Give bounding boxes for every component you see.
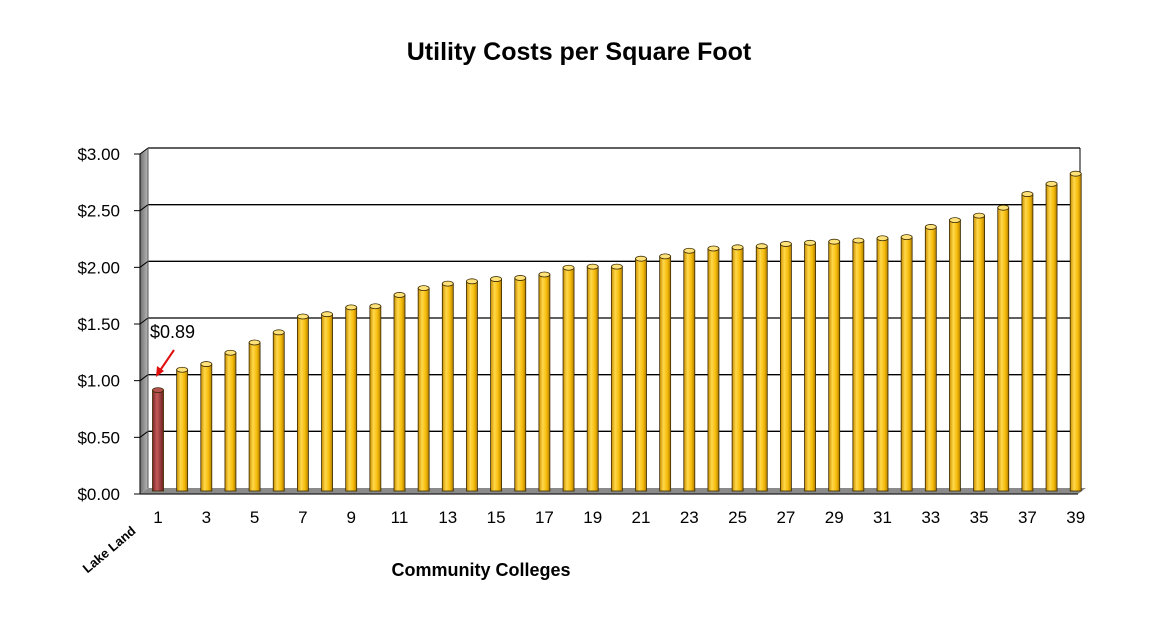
bar — [1045, 180, 1058, 492]
bar — [369, 303, 382, 492]
bar — [804, 239, 816, 492]
gridline-wall — [139, 430, 149, 438]
x-tick-label: 27 — [776, 508, 795, 527]
x-tick-label: 39 — [1066, 508, 1085, 527]
lake-land-label: Lake Land — [80, 523, 139, 576]
x-tick-label: 1 — [153, 508, 162, 527]
gridline-wall — [139, 260, 149, 268]
y-tick-label: $2.00 — [77, 258, 120, 277]
y-tick-label: $0.00 — [77, 485, 120, 504]
bars — [152, 170, 1082, 492]
bar — [900, 234, 913, 492]
x-tick-label: 7 — [298, 508, 307, 527]
x-tick-label: 31 — [873, 508, 892, 527]
y-axis-ticks: $0.00 $0.50 $1.00 $1.50 $2.00 $2.50 $3.00 — [77, 145, 120, 504]
x-axis-label: Community Colleges — [391, 560, 570, 580]
x-tick-label: 33 — [921, 508, 940, 527]
bar — [707, 245, 720, 492]
highlight-annotation: $0.89 — [150, 322, 195, 342]
gridline-wall — [139, 204, 149, 212]
bar — [659, 253, 672, 492]
gridline-wall — [139, 147, 149, 155]
annotation-arrow-icon — [156, 349, 175, 377]
x-axis-ticks: 1 3 5 7 9 11 13 15 17 19 21 23 25 27 29 31 33 35 37 39 — [153, 508, 1085, 527]
x-tick-label: 17 — [535, 508, 554, 527]
bar — [683, 247, 696, 492]
bar — [514, 275, 527, 492]
x-tick-label: 37 — [1018, 508, 1037, 527]
x-tick-label: 11 — [391, 508, 409, 527]
bar — [755, 243, 768, 492]
bar — [176, 366, 189, 492]
x-tick-label: 15 — [487, 508, 506, 527]
y-tick-label: $3.00 — [77, 145, 120, 164]
bar — [610, 263, 623, 492]
x-tick-label: 35 — [970, 508, 989, 527]
x-tick-label: 13 — [438, 508, 457, 527]
bar — [1069, 170, 1082, 492]
bar — [321, 311, 333, 492]
y-tick-label: $0.50 — [77, 428, 120, 447]
bar — [272, 329, 285, 492]
bar — [828, 238, 841, 492]
x-tick-label: 21 — [632, 508, 651, 527]
bar — [200, 361, 213, 492]
bar — [345, 304, 358, 492]
bar — [417, 285, 430, 492]
x-tick-label: 19 — [583, 508, 602, 527]
x-tick-label: 29 — [825, 508, 844, 527]
bar — [466, 278, 478, 492]
bar — [949, 217, 961, 492]
bar — [780, 241, 792, 492]
x-tick-label: 9 — [346, 508, 355, 527]
bar — [538, 271, 551, 492]
bar-highlight — [152, 387, 164, 492]
bar — [997, 204, 1010, 492]
x-tick-label: 23 — [680, 508, 699, 527]
bar — [441, 280, 454, 492]
bar — [876, 235, 889, 492]
bar — [224, 349, 237, 492]
y-tick-label: $1.00 — [77, 372, 120, 391]
chart-title: Utility Costs per Square Foot — [406, 38, 752, 66]
bar — [248, 339, 261, 492]
gridline-wall — [139, 374, 149, 382]
bar — [635, 255, 647, 492]
x-tick-label: 5 — [250, 508, 259, 527]
bar — [924, 224, 937, 492]
bar — [973, 212, 985, 492]
bar — [1021, 191, 1034, 492]
y-tick-label: $2.50 — [77, 202, 120, 221]
x-tick-label: 3 — [202, 508, 211, 527]
y-tick-label: $1.50 — [77, 315, 120, 334]
x-tick-label: 25 — [728, 508, 747, 527]
bar — [393, 292, 406, 492]
bar — [296, 313, 309, 492]
bar — [852, 237, 865, 492]
bar — [586, 263, 599, 492]
bar — [490, 276, 503, 492]
bar — [562, 264, 575, 492]
bar — [731, 244, 744, 492]
gridline-wall — [139, 317, 149, 325]
